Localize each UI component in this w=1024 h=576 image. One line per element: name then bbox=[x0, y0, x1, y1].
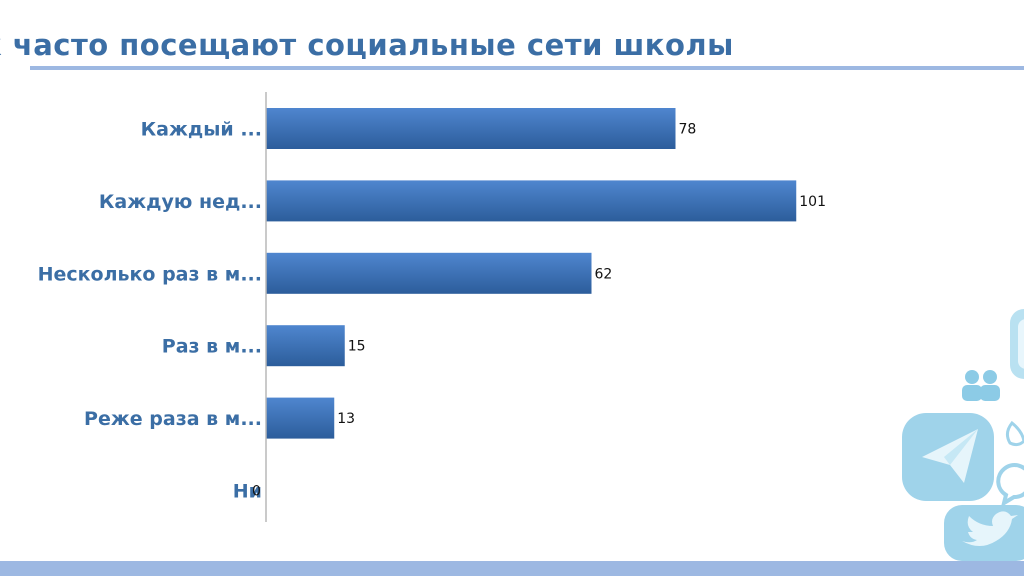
social-tile-icon bbox=[1010, 309, 1024, 379]
telegram-icon bbox=[902, 413, 994, 501]
data-label: 0 bbox=[252, 484, 261, 500]
title-underline bbox=[30, 66, 1024, 70]
footer-band bbox=[0, 561, 1024, 576]
twitter-icon bbox=[944, 505, 1024, 561]
speech-bubble-icon bbox=[996, 463, 1024, 508]
data-label: 78 bbox=[679, 122, 697, 138]
people-icon bbox=[962, 370, 1000, 401]
bar bbox=[266, 180, 797, 222]
bar bbox=[266, 397, 335, 439]
category-label: Раз в м... bbox=[162, 336, 262, 358]
category-label: Несколько раз в м... bbox=[38, 263, 262, 285]
page-title: к часто посещают социальные сети школы bbox=[0, 28, 734, 62]
data-label: 13 bbox=[337, 411, 355, 427]
data-label: 62 bbox=[595, 266, 613, 282]
bar bbox=[266, 252, 592, 294]
social-icons-decoration bbox=[902, 309, 1024, 561]
bar bbox=[266, 108, 676, 149]
flame-icon bbox=[1005, 420, 1024, 447]
category-label: Каждый ... bbox=[141, 119, 262, 141]
category-label: Ни bbox=[233, 481, 262, 503]
bar bbox=[266, 325, 345, 367]
data-label: 15 bbox=[348, 339, 366, 355]
category-label: Реже раза в м... bbox=[84, 408, 262, 430]
data-label: 101 bbox=[799, 194, 826, 210]
category-label: Каждую нед... bbox=[99, 191, 262, 213]
